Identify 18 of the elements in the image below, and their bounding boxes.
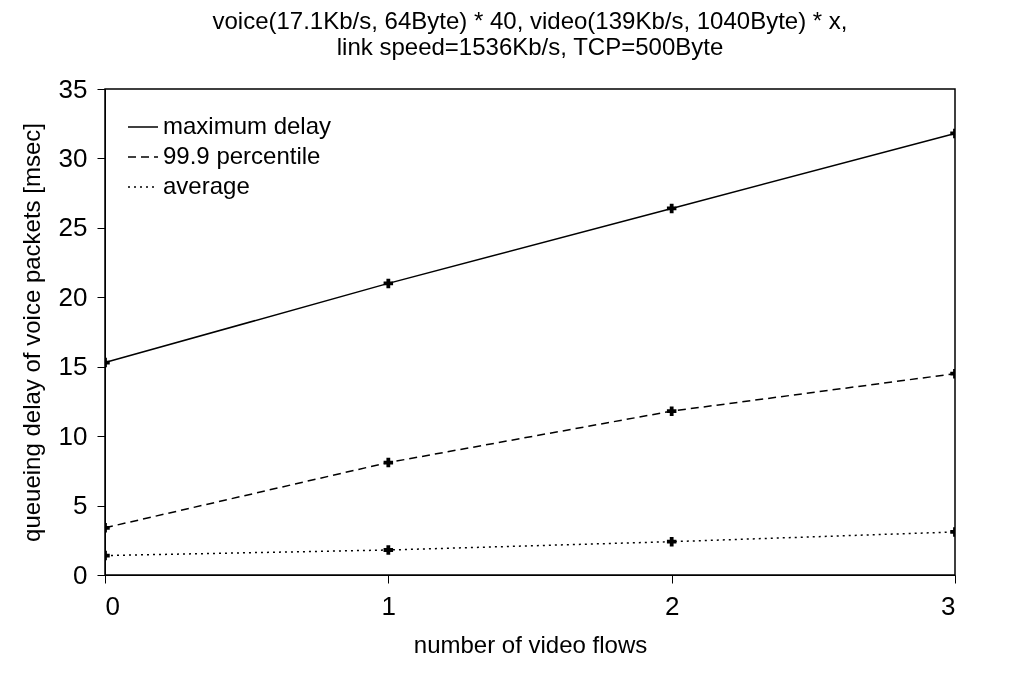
y-tick-label: 35 — [58, 73, 88, 104]
y-tick-label: 15 — [58, 351, 88, 382]
y-tick-label: 0 — [73, 559, 88, 590]
x-tick-label: 0 — [105, 590, 120, 621]
legend-label: average — [163, 172, 250, 199]
y-tick-label: 30 — [58, 142, 88, 173]
chart-title: voice(17.1Kb/s, 64Byte) * 40, video(139Kb/s, 1040Byte) * x, link speed=1536Kb/s, TCP=500Byte — [212, 7, 848, 60]
x-axis-title: number of video flows — [413, 630, 648, 658]
x-tick-label: 1 — [381, 590, 397, 621]
y-tick-label: 25 — [58, 212, 88, 243]
y-tick-label: 5 — [73, 490, 88, 521]
y-axis-title: queueing delay of voice packets [msec] — [17, 123, 45, 542]
x-tick-label: 2 — [664, 590, 680, 621]
legend-label: 99.9 percentile — [163, 142, 321, 169]
y-tick-label: 20 — [58, 281, 88, 312]
legend-label: maximum delay — [163, 112, 332, 139]
y-tick-label: 10 — [58, 420, 88, 451]
x-tick-label: 3 — [941, 590, 956, 621]
